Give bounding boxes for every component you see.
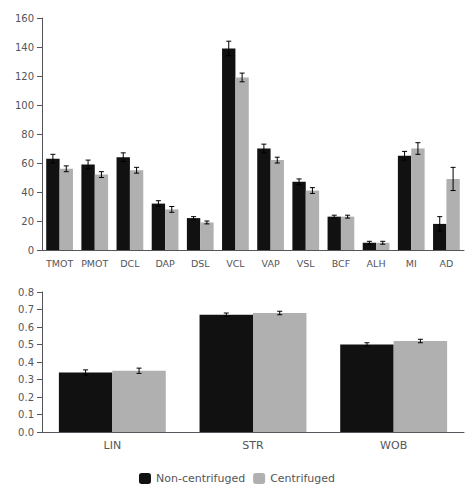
svg-text:VCL: VCL [226,258,245,269]
svg-text:WOB: WOB [380,439,407,452]
svg-text:0.6: 0.6 [18,322,34,333]
svg-text:60: 60 [21,158,34,169]
svg-text:0.0: 0.0 [18,427,34,438]
svg-text:STR: STR [242,439,264,452]
svg-text:100: 100 [15,100,34,111]
svg-text:DAP: DAP [155,258,175,269]
svg-text:LIN: LIN [104,439,122,452]
svg-text:ALH: ALH [367,258,386,269]
svg-text:0.5: 0.5 [18,339,34,350]
svg-text:BCF: BCF [332,258,350,269]
svg-text:0.8: 0.8 [18,287,34,298]
svg-text:0: 0 [28,245,34,256]
svg-text:TMOT: TMOT [45,258,73,269]
svg-text:0.3: 0.3 [18,374,34,385]
svg-text:DCL: DCL [120,258,140,269]
svg-text:PMOT: PMOT [81,258,108,269]
svg-text:Centrifuged: Centrifuged [270,472,335,485]
svg-text:0.4: 0.4 [18,357,34,368]
svg-text:Non-centrifuged: Non-centrifuged [156,472,245,485]
svg-text:20: 20 [21,216,34,227]
svg-text:0.7: 0.7 [18,304,34,315]
svg-text:VAP: VAP [262,258,280,269]
svg-text:AD: AD [440,258,454,269]
svg-text:40: 40 [21,187,34,198]
svg-text:VSL: VSL [297,258,316,269]
svg-text:0.2: 0.2 [18,392,34,403]
svg-text:140: 140 [15,42,34,53]
svg-text:DSL: DSL [191,258,210,269]
svg-text:0.1: 0.1 [18,409,34,420]
svg-text:120: 120 [15,71,34,82]
svg-text:160: 160 [15,13,34,24]
svg-text:MI: MI [406,258,417,269]
svg-text:80: 80 [21,129,34,140]
